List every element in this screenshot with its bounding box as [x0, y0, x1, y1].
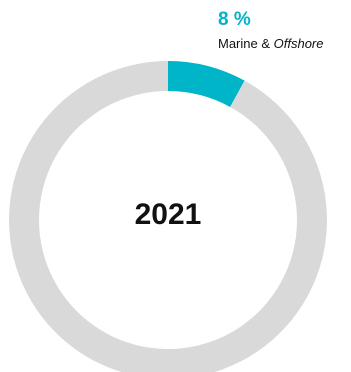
slice-category-label-italic: Offshore: [273, 36, 324, 51]
slice-value-label: 8 %: [218, 9, 251, 30]
slice-category-label-main: Marine &: [218, 36, 274, 51]
donut-slice-highlighted: [168, 61, 245, 107]
highlight-callout: 8 % Marine & Offshore: [218, 10, 324, 50]
slice-category-label: Marine & Offshore: [218, 37, 324, 50]
donut-center-year: 2021: [134, 198, 202, 231]
